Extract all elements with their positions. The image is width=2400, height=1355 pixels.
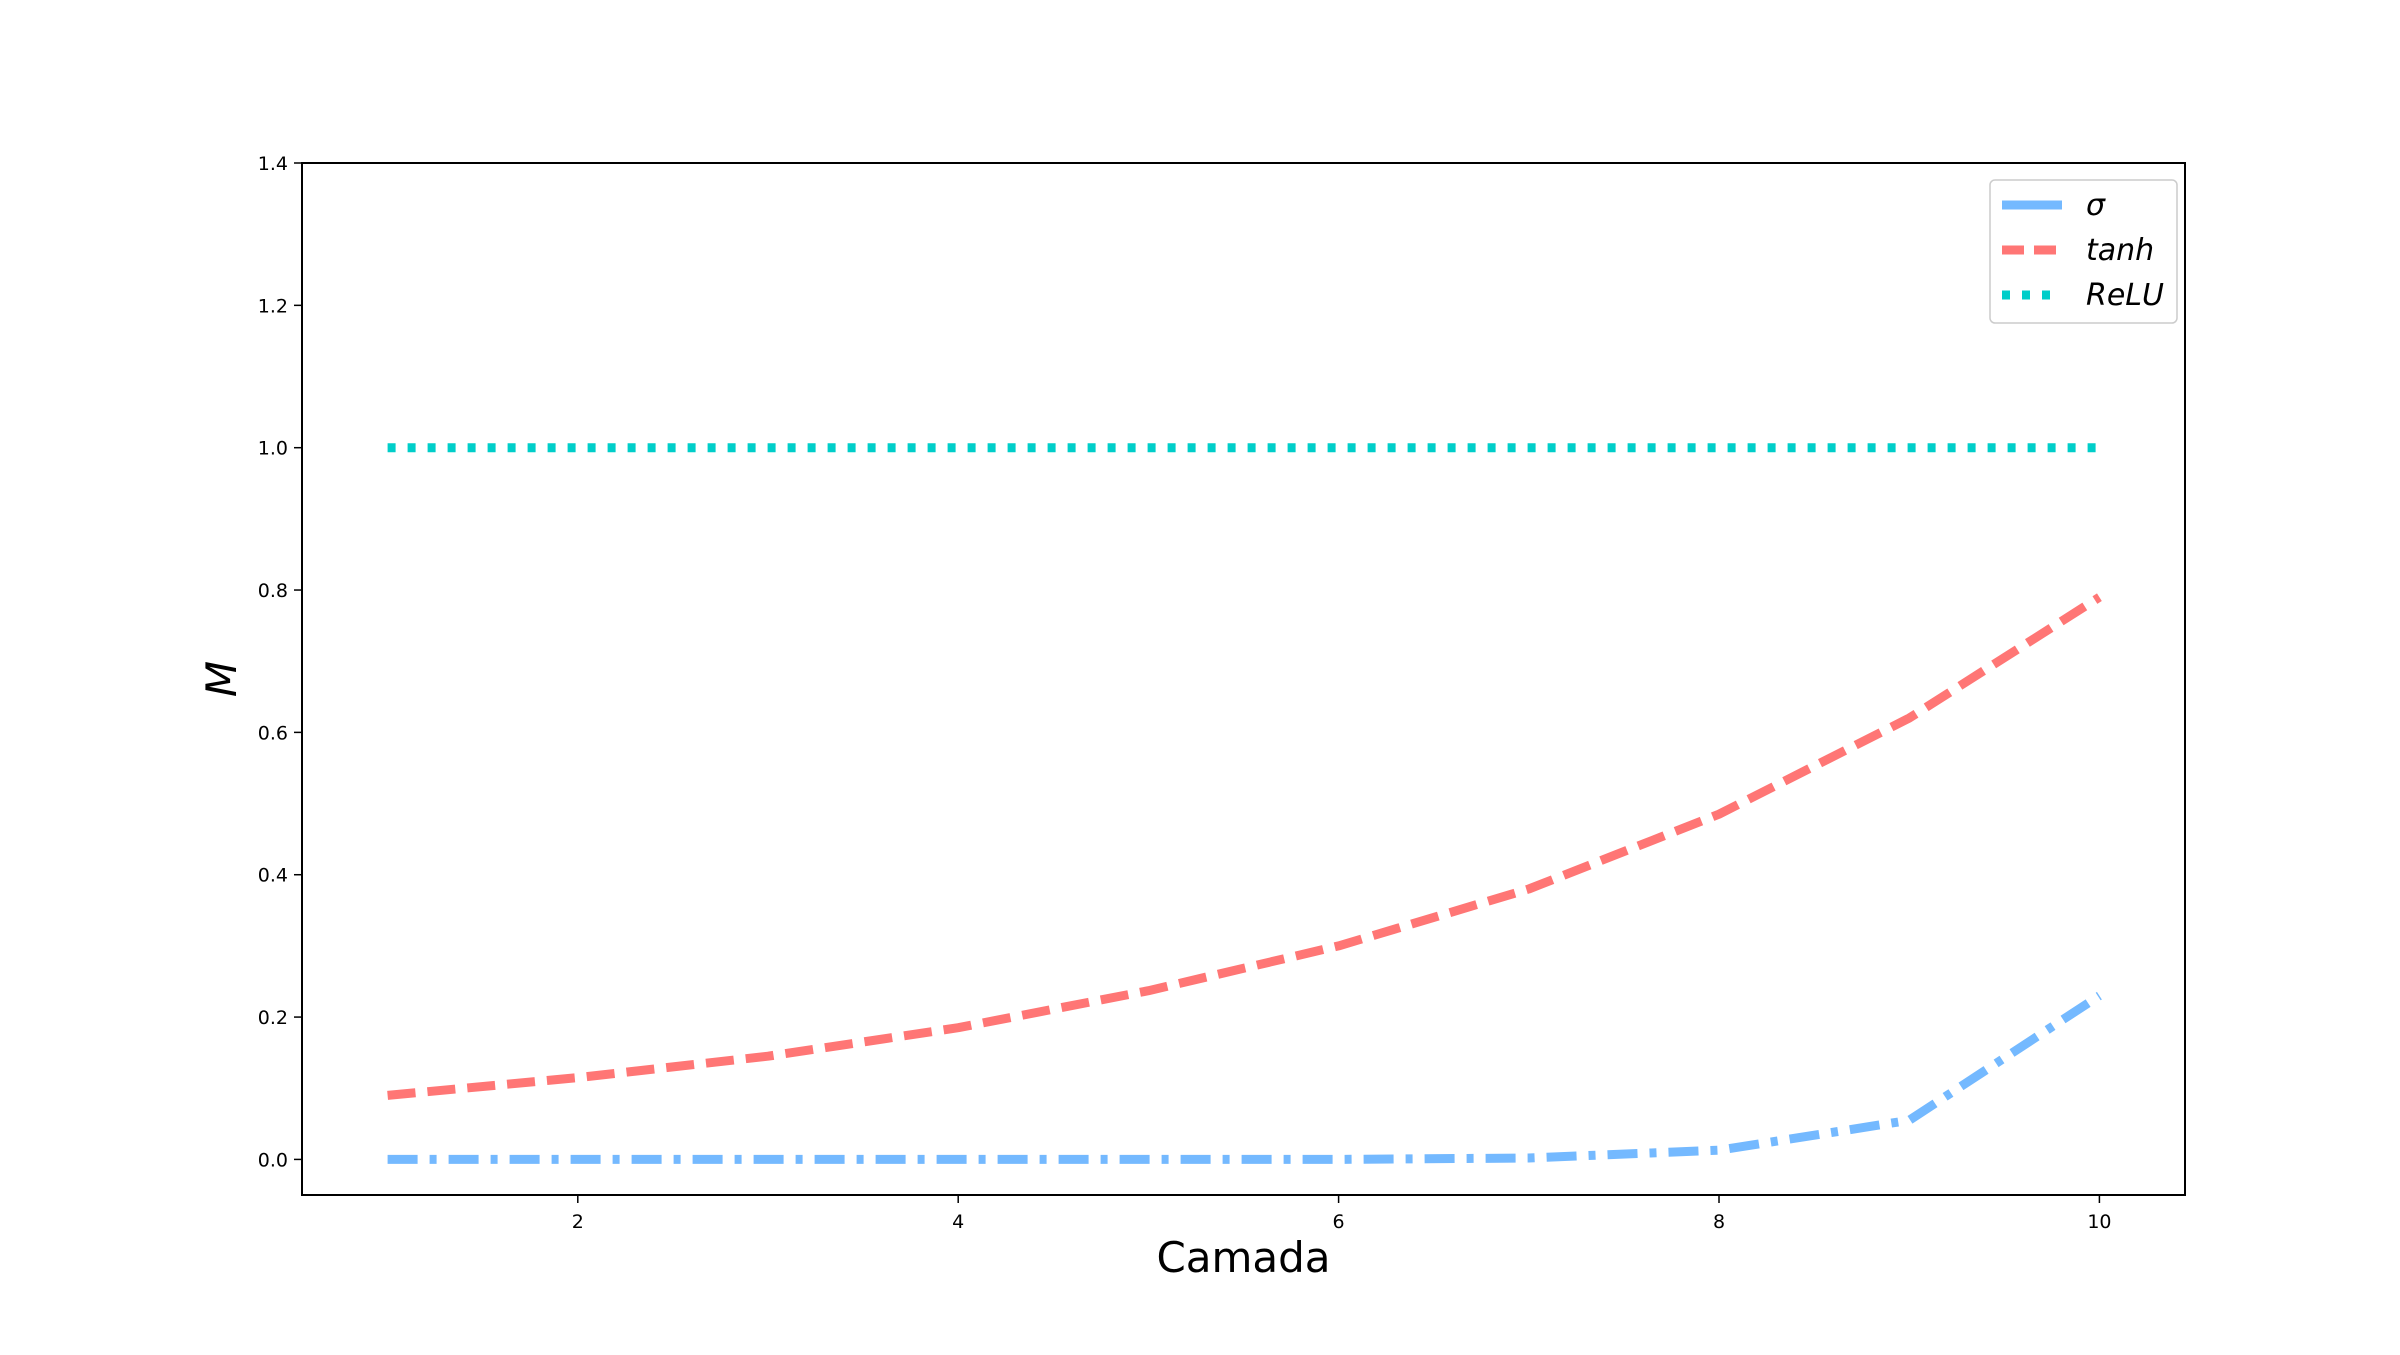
series-line-1 (387, 593, 2102, 1100)
legend-label-2: ReLU (2086, 278, 2164, 313)
y-tick-label: 0.2 (258, 1007, 288, 1029)
y-tick-label: 0.4 (258, 865, 288, 887)
x-tick-label: 8 (1713, 1211, 1725, 1233)
x-tick-label: 2 (572, 1211, 584, 1233)
y-tick-label: 0.8 (258, 580, 288, 602)
x-tick-label: 4 (952, 1211, 964, 1233)
legend: σ tanh ReLU (1989, 179, 2178, 324)
y-tick-label: 1.2 (258, 295, 288, 317)
plot-area (387, 443, 2102, 1164)
y-tick-label: 0.6 (258, 722, 288, 744)
y-tick-label: 0.0 (258, 1149, 288, 1171)
x-tick-label: 6 (1333, 1211, 1345, 1233)
y-axis: 0.0 0.2 0.4 0.6 0.8 1.0 1.2 1.4 (258, 153, 302, 1171)
y-tick-label: 1.4 (258, 153, 288, 175)
series-line-0 (387, 991, 2102, 1164)
x-axis: 2 4 6 8 10 (572, 1195, 2112, 1233)
legend-label-1: tanh (2086, 233, 2154, 268)
legend-box (1989, 179, 2178, 324)
x-tick-label: 10 (2087, 1211, 2111, 1233)
x-axis-title: Camada (1156, 1233, 1330, 1282)
legend-label-0: σ (2086, 188, 2106, 223)
plot-frame (301, 162, 2186, 1196)
y-axis-title: M (197, 661, 246, 697)
y-tick-label: 1.0 (258, 438, 288, 460)
